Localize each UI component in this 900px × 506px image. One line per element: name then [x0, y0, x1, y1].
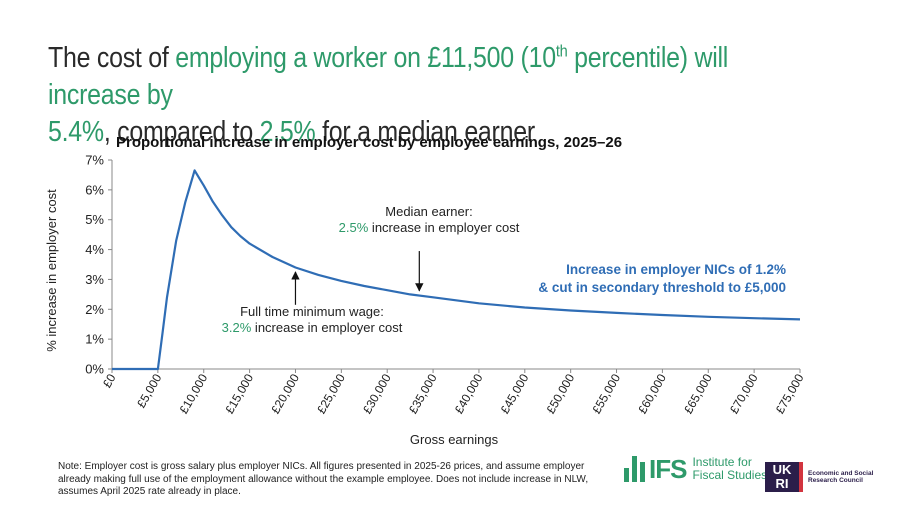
- y-tick-label: 6%: [85, 182, 104, 197]
- x-tick-label: £0: [100, 371, 119, 390]
- headline-part: The cost of: [48, 42, 176, 74]
- x-tick-label: £40,000: [452, 371, 486, 416]
- x-tick-label: £35,000: [406, 371, 440, 416]
- y-tick-label: 1%: [85, 332, 104, 347]
- ifs-name: Institute for Fiscal Studies: [692, 455, 768, 482]
- esrc-name: Economic and Social Research Council: [808, 469, 874, 485]
- series-label: & cut in secondary threshold to £5,000: [538, 280, 786, 295]
- footnote: Note: Employer cost is gross salary plus…: [58, 461, 589, 497]
- ukri-logo: UK RI Economic and Social Research Counc…: [765, 462, 883, 492]
- headline-highlight: percentile) will increase by: [48, 42, 729, 111]
- y-tick-label: 2%: [85, 302, 104, 317]
- y-tick-label: 5%: [85, 212, 104, 227]
- series-line: [112, 169, 801, 371]
- ukri-mark-icon: UK RI: [765, 462, 803, 492]
- y-tick-label: 7%: [85, 153, 104, 168]
- headline-highlight: employing a worker on £11,500 (10: [175, 42, 556, 74]
- x-tick-label: £45,000: [498, 371, 532, 416]
- headline-part: , compared to: [103, 116, 260, 148]
- headline-highlight: 5.4%: [48, 116, 104, 148]
- y-axis-label: % increase in employer cost: [44, 189, 59, 352]
- annotation-median-detail: 2.5% increase in employer cost: [339, 220, 520, 235]
- ifs-wordmark: IFS: [649, 454, 687, 484]
- y-tick-label: 3%: [85, 272, 104, 287]
- x-tick-label: £60,000: [635, 371, 669, 416]
- annotation-median-title: Median earner:: [385, 204, 472, 219]
- x-tick-label: £5,000: [134, 371, 165, 410]
- x-tick-label: £15,000: [222, 371, 256, 416]
- annotation-min-wage-title: Full time minimum wage:: [240, 304, 384, 319]
- headline-superscript: th: [555, 41, 568, 61]
- chart-title: Proportional increase in employer cost b…: [116, 134, 623, 151]
- ifs-bars-icon: [624, 456, 645, 482]
- x-tick-label: £65,000: [681, 371, 715, 416]
- headline-highlight: 2.5%: [259, 116, 316, 148]
- ifs-logo: IFS Institute for Fiscal Studies: [624, 456, 772, 482]
- x-tick-label: £20,000: [268, 371, 302, 416]
- y-tick-label: 0%: [85, 362, 104, 377]
- x-tick-label: £55,000: [589, 371, 623, 416]
- headline-part: for a median earner: [315, 116, 535, 148]
- x-axis-label: Gross earnings: [410, 432, 499, 447]
- headline: The cost of employing a worker on £11,50…: [48, 40, 753, 151]
- series-label: Increase in employer NICs of 1.2%: [566, 262, 786, 277]
- x-tick-label: £30,000: [360, 371, 394, 416]
- x-tick-label: £10,000: [177, 371, 211, 416]
- x-tick-label: £25,000: [314, 371, 348, 416]
- x-tick-label: £50,000: [543, 371, 577, 416]
- annotation-min-wage-detail: 3.2% increase in employer cost: [222, 320, 403, 335]
- x-tick-label: £70,000: [727, 371, 761, 416]
- y-tick-label: 4%: [85, 242, 104, 257]
- x-tick-label: £75,000: [773, 371, 807, 416]
